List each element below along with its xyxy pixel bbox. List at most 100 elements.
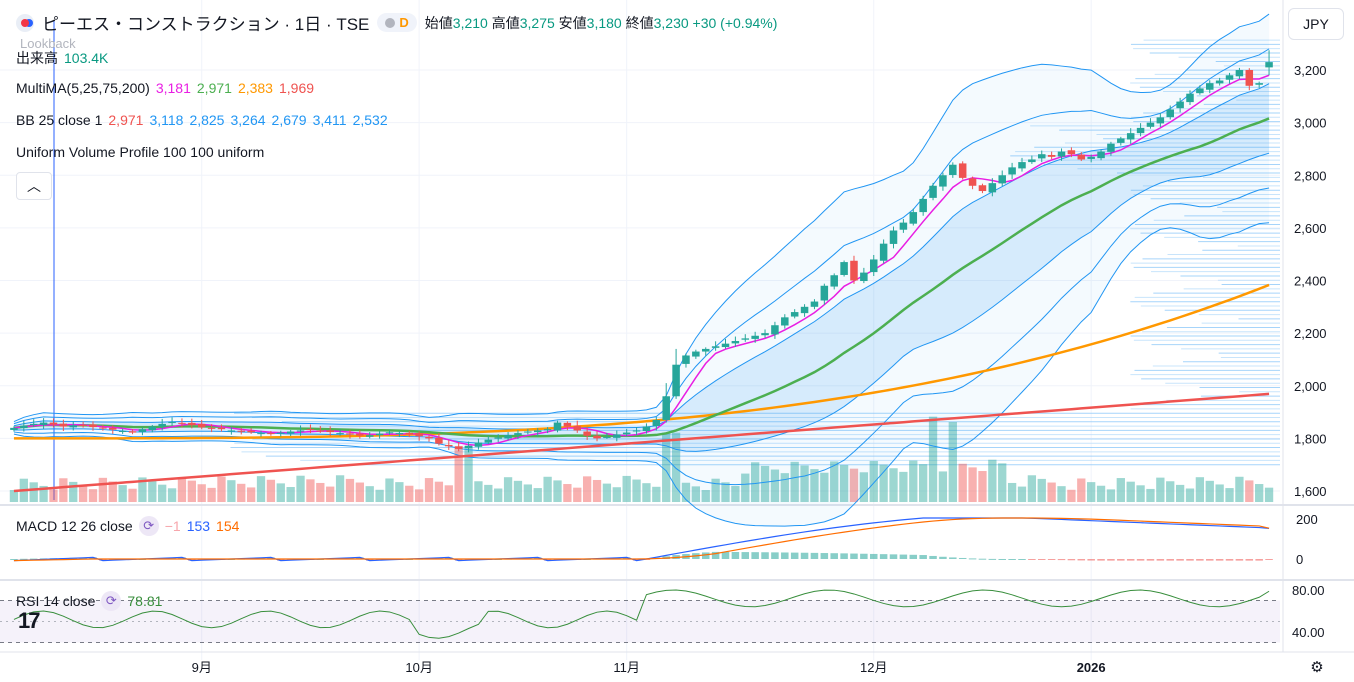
- macd-histogram-bar: [533, 557, 542, 559]
- bb-lower-line-1: [13, 152, 1270, 452]
- price-axis-tick: 2,200: [1294, 326, 1327, 341]
- volume-bar: [741, 473, 750, 502]
- price-axis-tick: 2,800: [1294, 168, 1327, 183]
- bb-upper-line-3: [13, 13, 1270, 422]
- macd-histogram-bar: [277, 559, 285, 561]
- macd-histogram-bar: [1156, 559, 1165, 561]
- volume-bar: [612, 487, 621, 502]
- volume-bar: [820, 472, 829, 502]
- volume-bar: [39, 485, 48, 502]
- macd-histogram-bar: [998, 558, 1006, 560]
- price-axis-tick: 2,000: [1294, 379, 1327, 394]
- macd-histogram-bar: [1215, 559, 1224, 561]
- candle-body: [257, 433, 265, 435]
- candle-body: [1067, 150, 1076, 155]
- volume-bar: [790, 461, 799, 502]
- candle-body: [1117, 138, 1125, 143]
- candle-body: [1008, 167, 1016, 175]
- volume-bar: [1087, 482, 1096, 502]
- macd-histogram-bar: [1186, 559, 1194, 561]
- macd-refresh-icon[interactable]: ⟳: [138, 516, 159, 536]
- volume-bar: [444, 485, 453, 502]
- macd-histogram-bar: [1107, 559, 1115, 561]
- macd-histogram-bar: [622, 557, 631, 559]
- candle-body: [899, 222, 908, 230]
- candle-body: [820, 285, 829, 301]
- candle-body: [919, 198, 927, 213]
- settings-gear-icon[interactable]: ⚙: [1310, 659, 1324, 676]
- legend-rsi-row[interactable]: RSI 14 close ⟳ 78.81: [16, 591, 163, 611]
- macd-histogram-bar: [830, 553, 838, 559]
- candle-body: [395, 433, 404, 435]
- macd-histogram-bar: [1077, 559, 1086, 561]
- candle-body: [543, 429, 552, 431]
- volume-bar: [859, 472, 869, 502]
- market-status-badge[interactable]: D: [377, 13, 417, 32]
- candle-body: [128, 431, 137, 433]
- tradingview-logo-icon[interactable]: 17: [18, 608, 41, 633]
- volume-bar: [1007, 482, 1017, 502]
- candle-body: [29, 423, 38, 425]
- legend-volume-row[interactable]: 出来高 103.4K: [16, 50, 109, 66]
- candle-body: [39, 422, 48, 425]
- candle-body: [79, 424, 87, 426]
- macd-histogram-bar: [949, 557, 957, 559]
- candle-body: [336, 433, 344, 435]
- macd-histogram-bar: [1166, 559, 1174, 561]
- candle-body: [701, 348, 710, 352]
- currency-button[interactable]: JPY: [1288, 8, 1344, 40]
- volume-bar: [968, 467, 977, 502]
- candle-body: [1097, 151, 1105, 159]
- candle-body: [622, 432, 631, 435]
- volume-bar: [395, 482, 404, 502]
- macd-histogram-bar: [771, 552, 779, 559]
- volume-bar: [751, 462, 760, 502]
- volume-bar: [424, 478, 434, 502]
- candle-body: [524, 431, 532, 433]
- legend-bb-row[interactable]: BB 25 close 1 2,971 3,118 2,825 3,264 2,…: [16, 112, 388, 128]
- candle-body: [454, 446, 463, 449]
- macd-histogram-bar: [781, 552, 789, 559]
- collapse-legend-button[interactable]: ︿: [16, 172, 52, 200]
- volume-bar: [1225, 488, 1234, 502]
- legend-volume-profile-row[interactable]: Uniform Volume Profile 100 100 uniform: [16, 144, 265, 160]
- volume-bar: [582, 476, 592, 502]
- volume-bar: [622, 475, 631, 502]
- volume-bar: [335, 475, 345, 502]
- volume-bar: [523, 484, 532, 502]
- volume-bar: [59, 478, 68, 502]
- volume-bar: [326, 486, 335, 502]
- candle-body: [138, 429, 147, 432]
- macd-histogram-bar: [445, 557, 453, 559]
- macd-histogram-bar: [267, 557, 275, 559]
- candle-body: [1166, 109, 1174, 118]
- candle-body: [711, 346, 720, 348]
- candle-body: [1136, 127, 1145, 134]
- volume-bar: [246, 487, 256, 502]
- volume-bar: [177, 476, 187, 502]
- volume-bar: [602, 483, 612, 502]
- volume-bar: [345, 478, 355, 502]
- bb-outer-fill: [13, 14, 1270, 527]
- rsi-band: [0, 600, 1280, 643]
- volume-bar: [978, 471, 987, 502]
- volume-bar: [49, 489, 58, 502]
- candle-body: [810, 301, 819, 307]
- symbol-title[interactable]: ピーエス・コンストラクション · 1日 · TSE: [42, 15, 370, 34]
- volume-bar: [237, 483, 246, 502]
- volume-bar: [167, 488, 177, 502]
- macd-histogram-bar: [1057, 559, 1066, 561]
- ma5-line: [13, 74, 1270, 447]
- legend-macd-row[interactable]: MACD 12 26 close ⟳ −1 153 154: [16, 516, 240, 536]
- candle-body: [889, 230, 898, 244]
- volume-bar: [503, 477, 513, 502]
- candle-body: [929, 185, 937, 198]
- legend-ma-row[interactable]: MultiMA(5,25,75,200) 3,181 2,971 2,383 1…: [16, 80, 315, 96]
- volume-bar: [217, 476, 226, 502]
- volume-bar: [494, 488, 503, 502]
- candle-body: [474, 442, 483, 447]
- rsi-refresh-icon[interactable]: ⟳: [101, 591, 122, 611]
- volume-bar: [830, 461, 839, 502]
- macd-histogram-bar: [1176, 559, 1184, 561]
